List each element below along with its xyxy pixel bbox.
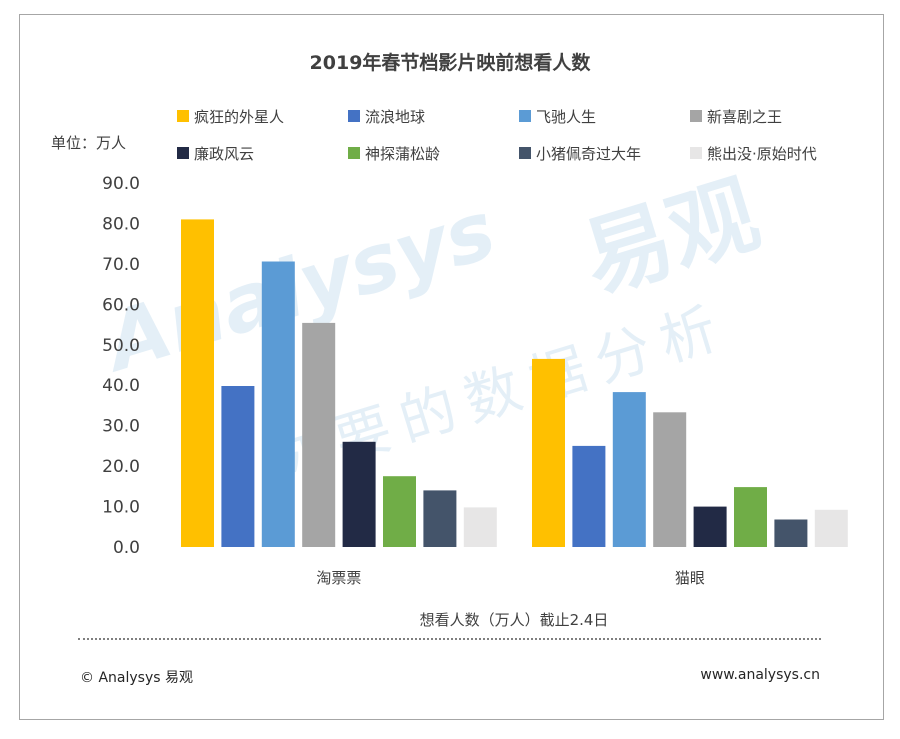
chart-frame (19, 14, 884, 720)
bar (774, 519, 808, 547)
legend-item: 熊出没·原始时代 (690, 143, 817, 163)
legend-item: 飞驰人生 (519, 106, 596, 126)
bar (221, 386, 255, 547)
x-category-label: 淘票票 (316, 569, 361, 587)
x-axis-title: 想看人数（万人）截止2.4日 (420, 611, 609, 629)
legend-swatch (177, 110, 189, 122)
legend-label: 廉政风云 (194, 144, 255, 163)
y-tick-label: 90.0 (102, 174, 140, 194)
legend-swatch (177, 147, 189, 159)
bar (532, 358, 565, 547)
bar (653, 412, 687, 547)
legend-swatch (690, 110, 702, 122)
copyright-text: © Analysys 易观 (80, 670, 193, 686)
chart-title: 2019年春节档影片映前想看人数 (309, 52, 591, 74)
bar (342, 441, 376, 547)
bar (572, 445, 606, 547)
legend-swatch (348, 110, 360, 122)
x-category-label: 猫眼 (675, 569, 705, 587)
bar (261, 261, 295, 547)
y-tick-label: 0.0 (113, 538, 140, 558)
y-tick-label: 60.0 (102, 295, 140, 315)
legend-label: 飞驰人生 (536, 107, 597, 126)
legend-item: 新喜剧之王 (690, 106, 782, 126)
legend-item: 廉政风云 (177, 143, 254, 163)
legend-swatch (519, 147, 531, 159)
unit-label: 单位：万人 (51, 134, 127, 152)
bar (423, 490, 457, 547)
bar (814, 509, 848, 547)
legend-label: 新喜剧之王 (707, 107, 783, 126)
legend-swatch (348, 147, 360, 159)
y-tick-label: 50.0 (102, 336, 140, 356)
bar (181, 219, 214, 547)
legend-item: 疯狂的外星人 (177, 106, 284, 126)
y-tick-label: 40.0 (102, 376, 140, 396)
website-link[interactable]: www.analysys.cn (700, 667, 820, 683)
legend-label: 流浪地球 (365, 107, 426, 126)
y-tick-label: 80.0 (102, 214, 140, 234)
legend-item: 小猪佩奇过大年 (519, 143, 641, 163)
bar (302, 322, 336, 547)
bar (734, 487, 767, 547)
legend-item: 神探蒲松龄 (348, 143, 440, 163)
legend-item: 流浪地球 (348, 106, 425, 126)
bar (693, 506, 727, 547)
bar (463, 507, 497, 547)
bar (612, 392, 646, 547)
bar (383, 476, 416, 547)
legend-label: 疯狂的外星人 (194, 107, 285, 126)
y-tick-label: 10.0 (102, 498, 140, 518)
y-tick-label: 20.0 (102, 457, 140, 477)
legend-label: 熊出没·原始时代 (707, 144, 817, 163)
legend-swatch (519, 110, 531, 122)
footer-divider (78, 638, 821, 640)
legend-swatch (690, 147, 702, 159)
y-tick-label: 30.0 (102, 417, 140, 437)
y-tick-label: 70.0 (102, 255, 140, 275)
legend-label: 小猪佩奇过大年 (536, 144, 642, 163)
legend-label: 神探蒲松龄 (365, 144, 441, 163)
